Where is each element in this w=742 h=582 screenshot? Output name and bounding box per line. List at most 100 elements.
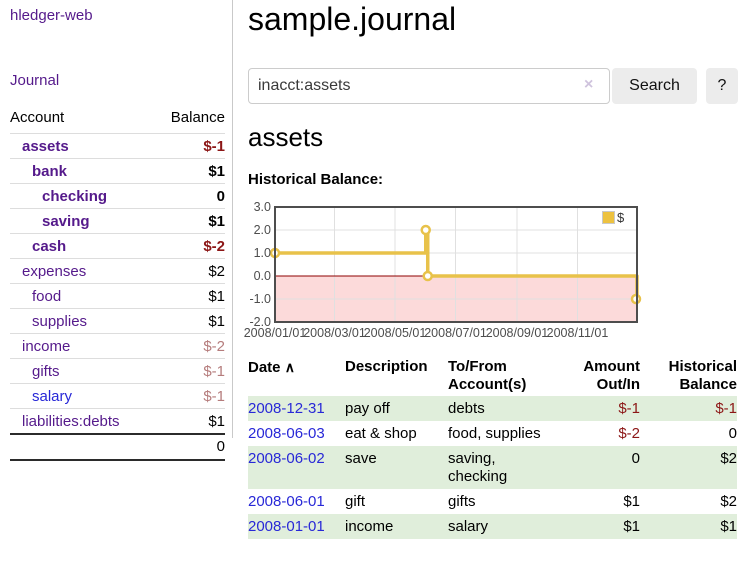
account-heading: assets xyxy=(248,122,324,152)
x-axis-tick: 2008/05/01 xyxy=(363,326,427,340)
account-link[interactable]: cash xyxy=(32,238,67,255)
chart-canvas xyxy=(269,206,642,323)
header-date-label: Date xyxy=(248,359,281,376)
account-link[interactable]: liabilities:debts xyxy=(22,413,120,430)
account-balance: $-2 xyxy=(153,233,225,259)
account-row: expenses $2 xyxy=(10,258,225,284)
register-row: 2008-06-02 save saving, checking 0 $2 xyxy=(248,446,737,489)
y-axis-tick: 2.0 xyxy=(253,223,271,237)
transaction-amount: $-2 xyxy=(618,425,640,442)
account-row: liabilities:debts $1 xyxy=(10,408,225,434)
main-content: sample.journal × Search ? assets Histori… xyxy=(244,0,742,582)
register-header-balance: Historical Balance xyxy=(668,358,737,393)
account-link[interactable]: food xyxy=(32,288,62,305)
accounts-body: assets $-1 bank $1 checking 0 saving $1 cash $-2 e… xyxy=(10,133,225,434)
register-header-date[interactable]: Date ∧ xyxy=(248,356,345,396)
sidebar-item-journal[interactable]: Journal xyxy=(10,72,60,89)
transaction-accounts: salary xyxy=(448,518,489,535)
y-axis-tick: 3.0 xyxy=(253,200,271,214)
historical-balance-chart: 3.0 2.0 1.0 0.0 -1.0 -2.0 2008/01/01 2008/03/0… xyxy=(244,199,648,344)
accounts-table: Account Balance assets $-1 bank $1 checking 0… xyxy=(10,106,225,461)
search-input[interactable] xyxy=(248,68,610,104)
transaction-description: save xyxy=(345,450,377,467)
transaction-date-link[interactable]: 2008-12-31 xyxy=(248,400,325,417)
transaction-balance: 0 xyxy=(728,425,737,442)
legend-swatch-icon xyxy=(602,211,615,224)
x-axis-tick: 2008/09/01 xyxy=(485,326,549,340)
x-axis-tick: 2008/01/01 xyxy=(243,326,307,340)
sidebar: hledger-web Journal Account Balance asse… xyxy=(0,0,233,461)
register-row: 2008-06-03 eat & shop food, supplies $-2 0 xyxy=(248,421,737,446)
account-balance: $-1 xyxy=(153,133,225,159)
chart-legend: $ xyxy=(602,210,625,225)
accounts-header-balance: Balance xyxy=(170,109,225,126)
account-link[interactable]: assets xyxy=(22,138,69,155)
transaction-accounts: gifts xyxy=(448,493,476,510)
x-axis-tick: 2008/07/01 xyxy=(424,326,487,340)
register-table: Date ∧ Description To/From Account(s) Am… xyxy=(248,356,737,539)
accounts-header-account: Account xyxy=(10,109,65,126)
y-axis-tick: 1.0 xyxy=(253,246,271,260)
account-balance: 0 xyxy=(153,183,225,209)
account-link[interactable]: bank xyxy=(32,163,68,180)
transaction-accounts: saving, checking xyxy=(448,450,508,485)
account-link[interactable]: saving xyxy=(42,213,90,230)
account-balance: $1 xyxy=(153,208,225,234)
account-row: checking 0 xyxy=(10,183,225,209)
register-header-amount: Amount Out/In xyxy=(583,358,640,393)
transaction-description: income xyxy=(345,518,394,535)
brand-link[interactable]: hledger-web xyxy=(10,7,93,24)
transaction-accounts: food, supplies xyxy=(448,425,541,442)
help-button[interactable]: ? xyxy=(706,68,738,104)
y-axis-tick: -2.0 xyxy=(249,315,271,329)
transaction-balance: $-1 xyxy=(715,400,737,417)
account-row: gifts $-1 xyxy=(10,358,225,384)
transaction-balance: $1 xyxy=(720,518,737,535)
register-body: 2008-12-31 pay off debts $-1 $-1 2008-06-03 ea… xyxy=(248,396,737,539)
y-axis-tick: 0.0 xyxy=(253,269,271,283)
account-link[interactable]: income xyxy=(22,338,71,355)
account-link[interactable]: expenses xyxy=(22,263,87,280)
register-row: 2008-12-31 pay off debts $-1 $-1 xyxy=(248,396,737,421)
transaction-accounts: debts xyxy=(448,400,485,417)
register-row: 2008-06-01 gift gifts $1 $2 xyxy=(248,489,737,514)
register-header-description: Description xyxy=(345,358,428,375)
accounts-total: 0 xyxy=(153,433,225,461)
account-link[interactable]: checking xyxy=(42,188,108,205)
account-row: saving $1 xyxy=(10,208,225,234)
transaction-date-link[interactable]: 2008-01-01 xyxy=(248,518,325,535)
register-row: 2008-01-01 income salary $1 $1 xyxy=(248,514,737,539)
account-balance: $2 xyxy=(153,258,225,284)
account-row: cash $-2 xyxy=(10,233,225,259)
transaction-amount: $1 xyxy=(623,493,640,510)
account-link[interactable]: salary xyxy=(32,388,73,405)
transaction-date-link[interactable]: 2008-06-01 xyxy=(248,493,325,510)
legend-label: $ xyxy=(617,210,625,225)
sort-asc-icon: ∧ xyxy=(284,359,295,375)
transaction-amount: 0 xyxy=(631,450,640,467)
account-row: supplies $1 xyxy=(10,308,225,334)
account-balance: $-1 xyxy=(153,383,225,409)
transaction-description: eat & shop xyxy=(345,425,417,442)
search-form: × Search ? xyxy=(248,68,742,104)
account-row: assets $-1 xyxy=(10,133,225,159)
account-link[interactable]: gifts xyxy=(32,363,60,380)
register-header-accounts: To/From Account(s) xyxy=(448,358,527,393)
x-axis-tick: 2008/11/01 xyxy=(546,326,609,340)
account-balance: $1 xyxy=(153,158,225,184)
transaction-date-link[interactable]: 2008-06-03 xyxy=(248,425,325,442)
clear-search-icon[interactable]: × xyxy=(584,76,594,93)
chart-title: Historical Balance: xyxy=(248,171,384,188)
x-axis-tick: 2008/03/01 xyxy=(303,326,366,340)
account-link[interactable]: supplies xyxy=(32,313,88,330)
page-title: sample.journal xyxy=(248,1,457,37)
account-balance: $-2 xyxy=(153,333,225,359)
account-row: food $1 xyxy=(10,283,225,309)
transaction-date-link[interactable]: 2008-06-02 xyxy=(248,450,325,467)
account-balance: $1 xyxy=(153,308,225,334)
account-row: income $-2 xyxy=(10,333,225,359)
register-header-row: Date ∧ Description To/From Account(s) Am… xyxy=(248,356,737,396)
search-button[interactable]: Search xyxy=(612,68,697,104)
account-balance: $-1 xyxy=(153,358,225,384)
y-axis-tick: -1.0 xyxy=(249,292,271,306)
